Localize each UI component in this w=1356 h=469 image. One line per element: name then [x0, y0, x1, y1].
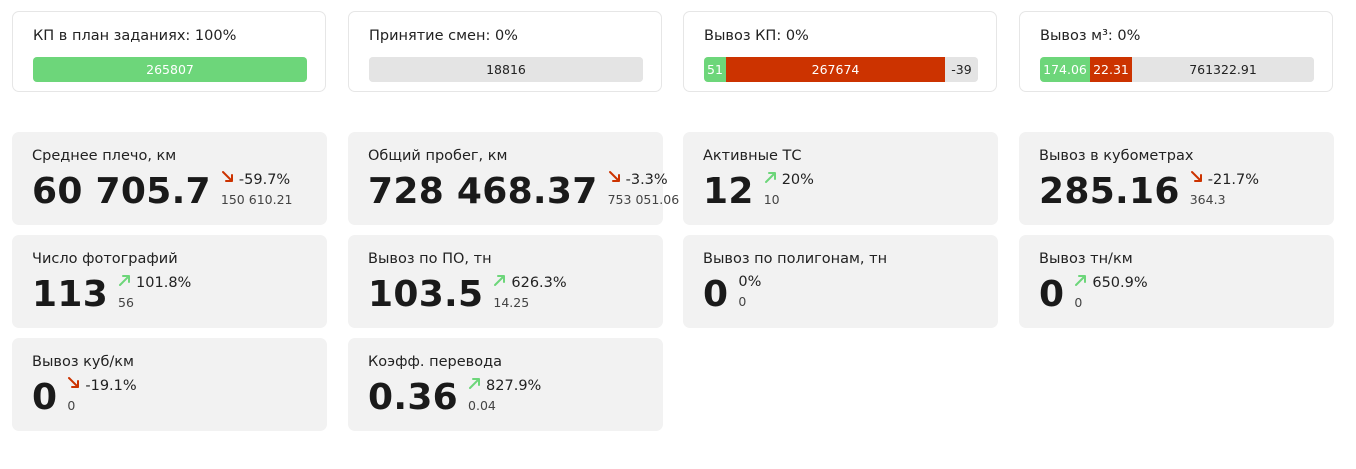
metric-previous: 150 610.21 [220, 192, 293, 207]
metric-previous: 0 [67, 398, 76, 413]
progress-card-title: Вывоз м³: 0% [1040, 28, 1141, 44]
metric-previous: 56 [118, 295, 134, 310]
progress-card-kp-export: Вывоз КП: 0% 51 267674 -39 [683, 11, 997, 92]
metric-change: 20% [764, 170, 814, 189]
metric-card-tn-per-km: Вывоз тн/км 0 650.9% 0 [1019, 235, 1334, 328]
metric-change-label: 650.9% [1092, 274, 1148, 291]
metric-change-label: -3.3% [625, 171, 668, 188]
progress-segment-green: 265807 [33, 57, 307, 82]
metric-value: 0.36 [368, 377, 459, 418]
metric-value: 60 705.7 [32, 171, 211, 212]
metric-card-po-export: Вывоз по ПО, тн 103.5 626.3% 14.25 [348, 235, 663, 328]
metric-title: Среднее плечо, км [32, 148, 177, 164]
metric-change: 626.3% [493, 273, 567, 292]
metric-change: 0% [738, 273, 761, 291]
metric-title: Общий пробег, км [368, 148, 508, 164]
arrow-up-icon [1074, 273, 1092, 292]
progress-segment-green: 51 [704, 57, 726, 82]
arrow-down-icon [608, 170, 626, 189]
progress-bar: 174.06 22.31 761322.91 [1040, 57, 1314, 82]
metric-change-label: 0% [738, 274, 762, 290]
progress-card-m3-export: Вывоз м³: 0% 174.06 22.31 761322.91 [1019, 11, 1333, 92]
metric-change: -21.7% [1190, 170, 1259, 189]
progress-segment-red: 267674 [726, 57, 945, 82]
metric-card-cubic-export: Вывоз в кубометрах 285.16 -21.7% 364.3 [1019, 132, 1334, 225]
metric-previous: 0.04 [468, 398, 496, 413]
metric-previous: 753 051.06 [607, 192, 680, 207]
metric-value: 103.5 [368, 274, 484, 315]
progress-segment-gray: -39 [945, 57, 978, 82]
metric-title: Число фотографий [32, 251, 178, 267]
progress-bar: 51 267674 -39 [704, 57, 978, 82]
metric-change-label: -59.7% [238, 171, 291, 188]
metric-change: -19.1% [67, 376, 137, 395]
arrow-up-icon [118, 273, 136, 292]
metric-change-label: 20% [781, 171, 814, 188]
progress-segment-red: 22.31 [1090, 57, 1132, 82]
arrow-up-icon [764, 170, 782, 189]
metric-card-photo-count: Число фотографий 113 101.8% 56 [12, 235, 327, 328]
metric-card-cubic-per-km: Вывоз куб/км 0 -19.1% 0 [12, 338, 327, 431]
progress-card-title: КП в план заданиях: 100% [33, 28, 237, 44]
metric-value: 113 [32, 274, 109, 315]
metric-value: 728 468.37 [368, 171, 598, 212]
progress-segment-gray: 18816 [369, 57, 643, 82]
progress-card-kp-plan: КП в план заданиях: 100% 265807 [12, 11, 326, 92]
metric-title: Вывоз в кубометрах [1039, 148, 1194, 164]
metric-previous: 364.3 [1189, 192, 1226, 207]
metric-previous: 14.25 [493, 295, 530, 310]
metric-title: Вывоз по ПО, тн [368, 251, 492, 267]
progress-card-shift-accept: Принятие смен: 0% 18816 [348, 11, 662, 92]
metric-card-active-vehicles: Активные ТС 12 20% 10 [683, 132, 998, 225]
metric-title: Коэфф. перевода [368, 354, 502, 370]
metric-previous: 0 [1074, 295, 1083, 310]
metric-value: 0 [1039, 274, 1065, 315]
metric-change: -59.7% [221, 170, 293, 189]
metric-card-landfill-export: Вывоз по полигонам, тн 0 0% 0 [683, 235, 998, 328]
metric-card-conversion-coef: Коэфф. перевода 0.36 827.9% 0.04 [348, 338, 663, 431]
metric-change-label: 626.3% [511, 274, 567, 291]
metric-change-label: -19.1% [85, 377, 137, 394]
metric-change: 650.9% [1074, 273, 1148, 292]
progress-card-title: Принятие смен: 0% [369, 28, 518, 44]
metric-change-label: 827.9% [486, 377, 542, 394]
metric-change-label: -21.7% [1207, 171, 1260, 188]
metric-value: 12 [703, 171, 754, 212]
metric-value: 0 [703, 274, 729, 315]
metric-title: Вывоз по полигонам, тн [703, 251, 888, 267]
arrow-down-icon [67, 376, 85, 395]
progress-bar: 265807 [33, 57, 307, 82]
metric-card-total-mileage: Общий пробег, км 728 468.37 -3.3% 753 05… [348, 132, 679, 225]
metric-change: 827.9% [468, 376, 541, 395]
metric-previous: 0 [738, 294, 747, 309]
progress-bar: 18816 [369, 57, 643, 82]
progress-segment-green: 174.06 [1040, 57, 1090, 82]
metric-title: Активные ТС [703, 148, 802, 164]
metric-value: 285.16 [1039, 171, 1180, 212]
metric-title: Вывоз куб/км [32, 354, 134, 370]
progress-segment-gray: 761322.91 [1132, 57, 1314, 82]
arrow-down-icon [1190, 170, 1208, 189]
progress-card-title: Вывоз КП: 0% [704, 28, 809, 44]
metric-change: -3.3% [608, 170, 680, 189]
arrow-up-icon [493, 273, 511, 292]
metric-value: 0 [32, 377, 58, 418]
metric-title: Вывоз тн/км [1039, 251, 1133, 267]
metric-card-avg-distance: Среднее плечо, км 60 705.7 -59.7% 150 61… [12, 132, 327, 225]
metric-previous: 10 [763, 192, 780, 207]
metric-change-label: 101.8% [136, 274, 192, 291]
metric-change: 101.8% [118, 273, 191, 292]
arrow-down-icon [221, 170, 239, 189]
arrow-up-icon [468, 376, 486, 395]
